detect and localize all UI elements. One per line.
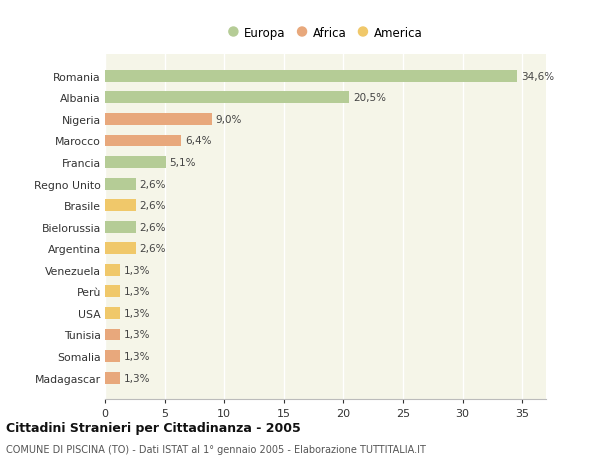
Text: 2,6%: 2,6% — [140, 179, 166, 189]
Text: 1,3%: 1,3% — [124, 330, 151, 340]
Bar — [105, 92, 349, 104]
Text: 9,0%: 9,0% — [216, 115, 242, 125]
Bar — [105, 135, 181, 147]
Text: 20,5%: 20,5% — [353, 93, 386, 103]
Bar — [105, 329, 121, 341]
Text: 1,3%: 1,3% — [124, 265, 151, 275]
Bar — [105, 71, 517, 83]
Bar — [105, 178, 136, 190]
Text: 2,6%: 2,6% — [140, 244, 166, 254]
Legend: Europa, Africa, America: Europa, Africa, America — [229, 27, 422, 39]
Text: 1,3%: 1,3% — [124, 351, 151, 361]
Text: 2,6%: 2,6% — [140, 201, 166, 211]
Text: 5,1%: 5,1% — [169, 158, 196, 168]
Bar — [105, 350, 121, 362]
Bar — [105, 221, 136, 233]
Bar — [105, 157, 166, 168]
Text: 1,3%: 1,3% — [124, 308, 151, 318]
Bar — [105, 264, 121, 276]
Text: Cittadini Stranieri per Cittadinanza - 2005: Cittadini Stranieri per Cittadinanza - 2… — [6, 421, 301, 434]
Bar — [105, 308, 121, 319]
Bar — [105, 243, 136, 255]
Text: 34,6%: 34,6% — [521, 72, 554, 82]
Bar — [105, 114, 212, 126]
Text: COMUNE DI PISCINA (TO) - Dati ISTAT al 1° gennaio 2005 - Elaborazione TUTTITALIA: COMUNE DI PISCINA (TO) - Dati ISTAT al 1… — [6, 444, 426, 454]
Bar — [105, 286, 121, 297]
Text: 1,3%: 1,3% — [124, 373, 151, 383]
Text: 2,6%: 2,6% — [140, 222, 166, 232]
Bar — [105, 372, 121, 384]
Text: 1,3%: 1,3% — [124, 287, 151, 297]
Text: 6,4%: 6,4% — [185, 136, 211, 146]
Bar — [105, 200, 136, 212]
